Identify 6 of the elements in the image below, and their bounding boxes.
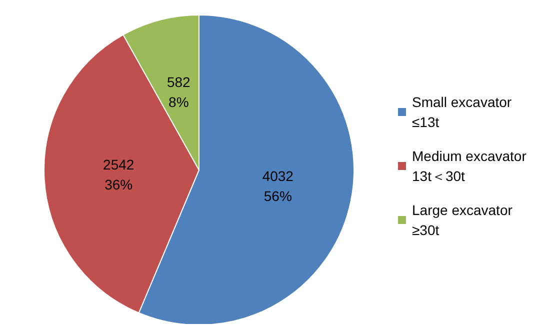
- legend-label: Small excavator ≤13t: [412, 94, 512, 130]
- data-label: 4032 56%: [262, 168, 294, 204]
- legend-label: Large excavator ≥30t: [412, 202, 513, 238]
- data-label: 2542 36%: [103, 156, 134, 193]
- data-label: 582 8%: [166, 74, 191, 110]
- legend-label: Medium excavator 13t＜30t: [412, 148, 527, 184]
